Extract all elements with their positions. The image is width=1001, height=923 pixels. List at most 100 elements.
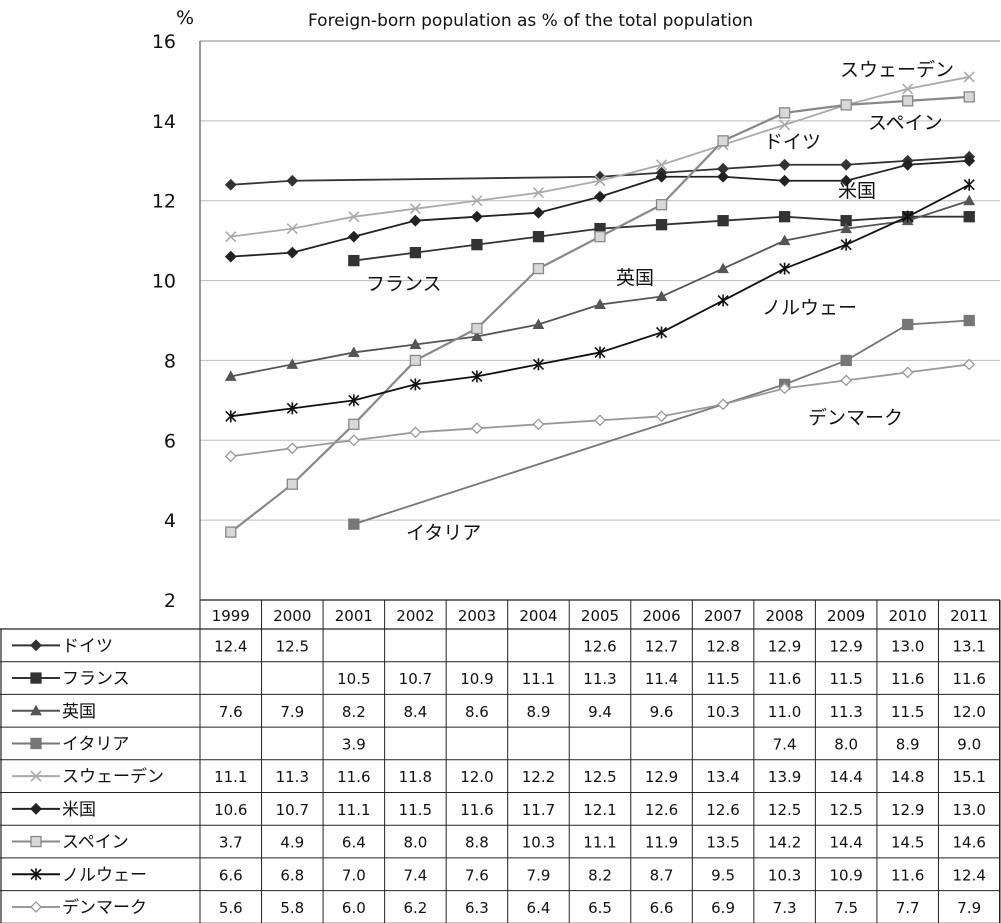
data-point bbox=[471, 370, 483, 383]
data-point bbox=[840, 99, 852, 111]
data-point bbox=[778, 382, 791, 395]
table-cell: 8.9 bbox=[527, 703, 551, 721]
y-tick-label: 4 bbox=[164, 510, 176, 532]
table-cell: 10.9 bbox=[829, 866, 862, 884]
data-point bbox=[963, 358, 976, 371]
table-cell: 11.7 bbox=[522, 801, 555, 819]
data-point bbox=[963, 91, 975, 103]
data-point bbox=[963, 178, 975, 191]
table-cell: 10.7 bbox=[276, 801, 309, 819]
table-cell: 11.6 bbox=[953, 670, 986, 688]
data-point bbox=[594, 298, 606, 310]
data-point bbox=[286, 478, 298, 490]
table-cell: 8.0 bbox=[403, 834, 427, 852]
data-point bbox=[901, 158, 914, 171]
table-cell: 7.0 bbox=[342, 866, 366, 884]
data-point bbox=[409, 426, 422, 439]
data-point bbox=[778, 234, 791, 246]
table-cell: 12.1 bbox=[583, 801, 616, 819]
data-point bbox=[30, 704, 42, 716]
table-cell: 8.7 bbox=[650, 866, 674, 884]
table-cell: 8.2 bbox=[588, 866, 612, 884]
data-point bbox=[30, 901, 42, 913]
data-point bbox=[409, 214, 422, 227]
legend-sample-7 bbox=[12, 868, 60, 881]
legend-sample-2 bbox=[12, 704, 60, 716]
table-cell: 14.5 bbox=[891, 834, 924, 852]
data-point bbox=[286, 442, 299, 455]
data-point bbox=[779, 262, 791, 275]
table-cell: 8.4 bbox=[403, 703, 427, 721]
table-cell: 4.9 bbox=[280, 834, 304, 852]
table-cell: 11.1 bbox=[522, 670, 555, 688]
data-point bbox=[409, 246, 422, 259]
table-cell: 12.9 bbox=[891, 801, 924, 819]
table-cell: 14.2 bbox=[768, 834, 801, 852]
data-point bbox=[717, 294, 729, 307]
table-cell: 9.5 bbox=[711, 866, 735, 884]
table-cell: 6.6 bbox=[219, 866, 243, 884]
table-cell: 6.9 bbox=[711, 899, 735, 917]
data-point bbox=[655, 326, 668, 339]
table-cell: 12.9 bbox=[645, 768, 678, 786]
data-point bbox=[224, 450, 237, 463]
data-point bbox=[409, 338, 422, 349]
data-point bbox=[840, 174, 853, 187]
data-point bbox=[30, 802, 42, 815]
table-cell: 12.4 bbox=[214, 637, 247, 655]
data-point bbox=[409, 354, 422, 367]
data-point bbox=[224, 178, 237, 191]
data-point bbox=[471, 330, 483, 341]
data-point bbox=[963, 71, 975, 83]
table-cell: 11.5 bbox=[399, 801, 432, 819]
data-point bbox=[286, 358, 299, 369]
table-cell: 11.5 bbox=[891, 703, 924, 721]
table-cell: 12.5 bbox=[276, 637, 309, 655]
data-point bbox=[348, 394, 360, 407]
table-cell: 10.9 bbox=[460, 670, 493, 688]
table-cell: 10.3 bbox=[522, 834, 555, 852]
table-row-header: スウェーデン bbox=[62, 766, 164, 787]
data-point bbox=[30, 868, 42, 881]
legend-sample-3 bbox=[12, 737, 60, 750]
table-cell: 9.6 bbox=[650, 703, 674, 721]
data-point bbox=[963, 154, 976, 167]
data-point bbox=[30, 770, 42, 782]
table-cell: 10.3 bbox=[768, 866, 801, 884]
x-tick-label: 2004 bbox=[519, 607, 557, 625]
y-axis-unit-label: % bbox=[176, 7, 194, 29]
data-point bbox=[30, 737, 42, 750]
x-tick-label: 2005 bbox=[581, 607, 619, 625]
table-cell: 7.6 bbox=[219, 703, 243, 721]
data-point bbox=[347, 346, 360, 357]
table-cell: 12.8 bbox=[706, 637, 739, 655]
data-point bbox=[840, 374, 853, 387]
table-cell: 11.4 bbox=[645, 670, 678, 688]
data-point bbox=[286, 174, 299, 187]
table-cell: 11.0 bbox=[768, 703, 801, 721]
table-cell: 12.6 bbox=[706, 801, 739, 819]
x-tick-label: 2010 bbox=[889, 607, 927, 625]
table-cell: 7.9 bbox=[957, 899, 981, 917]
table-cell: 7.4 bbox=[403, 866, 427, 884]
legend-sample-6 bbox=[12, 835, 60, 848]
data-point bbox=[655, 410, 668, 423]
data-point bbox=[286, 223, 298, 235]
data-point bbox=[532, 358, 545, 371]
table-cell: 11.3 bbox=[829, 703, 862, 721]
series-annotation: フランス bbox=[366, 273, 442, 295]
table-cell: 12.5 bbox=[829, 801, 862, 819]
table-cell: 6.5 bbox=[588, 899, 612, 917]
data-point bbox=[902, 83, 914, 95]
data-point bbox=[30, 835, 42, 848]
series-line bbox=[230, 76, 970, 238]
data-point bbox=[471, 195, 483, 207]
table-cell: 11.6 bbox=[891, 670, 924, 688]
series-4 bbox=[225, 71, 975, 243]
data-point bbox=[532, 262, 545, 275]
table-cell: 13.0 bbox=[891, 637, 924, 655]
table-row-header: イタリア bbox=[62, 734, 129, 754]
table-cell: 13.1 bbox=[953, 637, 986, 655]
